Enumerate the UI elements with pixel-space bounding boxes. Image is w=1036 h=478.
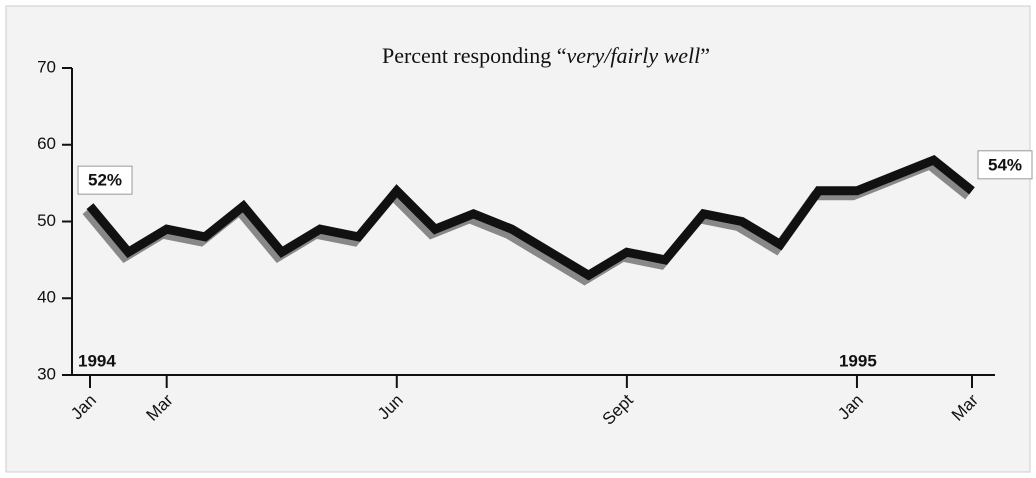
y-tick-label: 30 [37, 364, 56, 383]
y-tick-label: 50 [37, 211, 56, 230]
value-label-box [977, 150, 1033, 180]
annotation: 1994 [78, 351, 116, 370]
chart-title: Percent responding “very/fairly well” [382, 43, 710, 68]
line [86, 154, 975, 281]
value-label: 52% [88, 171, 122, 190]
y-tick-label: 40 [37, 288, 56, 307]
y-tick-label: 60 [37, 134, 56, 153]
y-tick-label: 70 [37, 57, 56, 76]
annotation: 1995 [839, 351, 877, 370]
value-label: 54% [988, 155, 1022, 174]
value-label-box [77, 165, 133, 195]
